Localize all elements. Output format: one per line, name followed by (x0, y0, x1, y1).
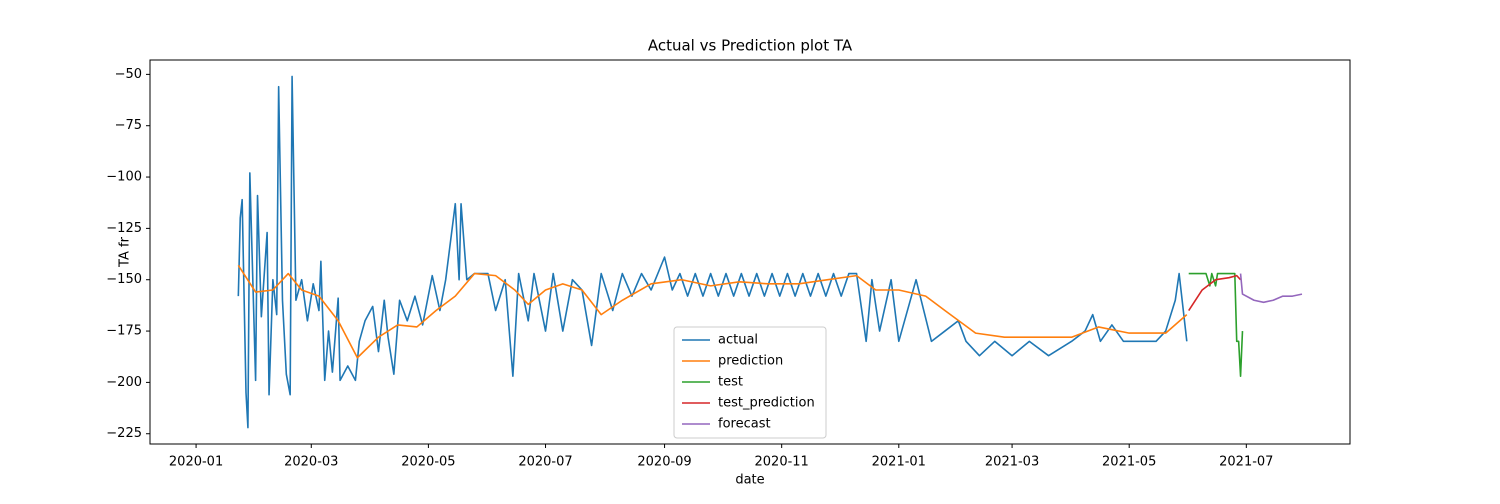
x-tick-label: 2021-01 (872, 455, 926, 470)
legend-label: test_prediction (718, 396, 815, 411)
y-tick-label: −75 (115, 118, 142, 133)
series-line (1188, 272, 1244, 378)
y-tick-label: −225 (106, 426, 142, 441)
plot-frame (149, 59, 1351, 445)
series-line (1239, 273, 1303, 304)
legend-box (673, 326, 827, 439)
x-tick-label: 2021-05 (1102, 455, 1156, 470)
legend-label: forecast (718, 417, 771, 432)
y-tick-label: −175 (106, 324, 142, 339)
legend-label: test (718, 375, 743, 390)
y-tick-label: −50 (115, 67, 142, 82)
legend-label: prediction (718, 354, 783, 369)
x-tick-label: 2020-05 (401, 455, 455, 470)
series-line (237, 75, 1188, 429)
y-tick-label: −125 (106, 221, 142, 236)
x-tick-label: 2021-07 (1219, 455, 1273, 470)
series-line (1188, 274, 1242, 311)
y-tick-label: −200 (106, 375, 142, 390)
x-tick-label: 2020-09 (637, 455, 691, 470)
y-tick-label: −150 (106, 272, 142, 287)
x-tick-label: 2020-03 (284, 455, 338, 470)
y-axis-label: TA fr (118, 236, 133, 268)
legend-label: actual (718, 333, 758, 348)
y-tick-label: −100 (106, 170, 142, 185)
x-tick-label: 2020-11 (755, 455, 809, 470)
x-tick-label: 2020-07 (518, 455, 572, 470)
x-axis-label: date (735, 473, 764, 488)
x-tick-label: 2020-01 (169, 455, 223, 470)
series-line (237, 264, 1188, 359)
x-tick-label: 2021-03 (985, 455, 1039, 470)
chart-title: Actual vs Prediction plot TA (648, 37, 853, 55)
